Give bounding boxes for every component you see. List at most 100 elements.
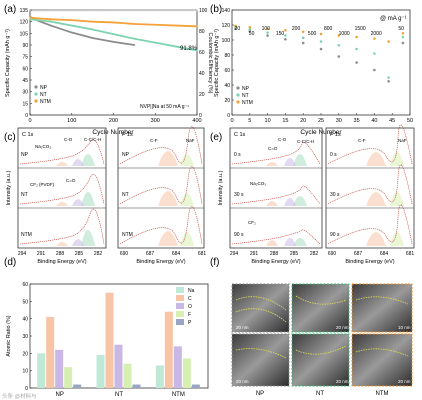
b-xtick-label-8: 40 <box>371 118 377 124</box>
panel-d-ylabel: Atomic Ratio (%) <box>6 315 12 356</box>
b-point-NTM-1 <box>248 25 252 29</box>
tem-image-np-top <box>231 283 290 333</box>
c-envelope-0 <box>19 139 105 165</box>
c-envelope-5 <box>119 206 203 245</box>
a-y2tick-label-0: 0 <box>199 113 202 119</box>
a-ytick-label-6: 90 <box>22 43 28 49</box>
d-legend-swatch-Na <box>176 287 184 293</box>
b-point-NTM-9 <box>387 40 390 43</box>
a-legend-label-NTM: NTM <box>40 99 51 105</box>
a-point-NP-2 <box>49 24 52 27</box>
b-rate-label-7: 1000 <box>339 31 350 37</box>
panel-a-chart: 0 100 200 300 400015304560759010512013502040… <box>5 8 213 136</box>
d-ytick-label-3: 30 <box>22 334 28 340</box>
c-f1s-tick-2: 684 <box>172 251 181 257</box>
c-peak-0-2 <box>56 162 68 166</box>
tem-image-nt-top <box>291 283 350 333</box>
e-c1s-tick-2: 288 <box>270 251 279 257</box>
panel-c-xps: C 1s F 1s NP NT NTM NP NT NTM Na₂CO₃ C-O… <box>6 126 206 265</box>
b-ytick-label-5: 100 <box>222 38 231 44</box>
b-rate-label-2: 100 <box>262 26 271 32</box>
c-peak-0-1 <box>72 159 84 166</box>
panel-c-label-na2co3: Na₂CO₃ <box>35 144 51 149</box>
d-category-NT: NT <box>115 392 123 398</box>
a-xtick-label-1: 100 <box>67 118 76 124</box>
d-legend-swatch-C <box>176 295 184 301</box>
c-peak-2-2 <box>56 202 68 206</box>
panel-c-c1s-title: C 1s <box>22 132 34 138</box>
b-point-NTM-7 <box>355 35 358 39</box>
e-peak-2-0 <box>293 196 307 206</box>
panel-a-ylabel: Specific Capacity (mAh g⁻¹) <box>5 29 11 97</box>
panel-c-f1s-xlabel: Binding Energy (eV) <box>136 259 185 265</box>
panel-e-label-cc: C-C/C-H <box>297 139 314 144</box>
tem-scale-5: 20 nm <box>336 379 349 384</box>
d-bar-NT-O <box>114 344 123 388</box>
panel-e-ylabel: Intensity (a.u.) <box>218 170 224 205</box>
panel-c-label-cf: C-F <box>150 138 158 143</box>
e-f1s-tick-0: 690 <box>328 251 337 257</box>
tem-caption-ntm: NTM <box>376 391 389 397</box>
a-point-NT-1 <box>49 20 52 23</box>
panel-e-label-naf: NaF <box>398 138 407 143</box>
a-y2tick-label-2: 40 <box>199 71 205 77</box>
b-ytick-label-3: 60 <box>224 68 230 74</box>
a-point-NTM-7 <box>175 24 178 27</box>
e-peak-0-0 <box>293 154 307 166</box>
panel-e-f1s-xlabel: Binding Energy (eV) <box>345 259 394 265</box>
e-c1s-tick-4: 282 <box>310 251 319 257</box>
c-peak-2-0 <box>81 192 95 206</box>
d-ytick-label-2: 20 <box>22 351 28 357</box>
b-point-NT-4 <box>301 36 305 40</box>
panel-e-label-c=o: C=O <box>268 146 278 151</box>
e-peak-3-0 <box>366 192 386 206</box>
d-bar-NP-P <box>73 384 82 388</box>
e-f1s-tick-2: 684 <box>380 251 389 257</box>
tem-scale-4: 20 nm <box>236 379 249 384</box>
a-xtick-label-2: 200 <box>109 118 118 124</box>
a-point-NT-2 <box>70 24 73 27</box>
e-peak-4-1 <box>284 238 296 246</box>
d-legend-label-C: C <box>188 296 192 302</box>
b-ytick-label-6: 120 <box>222 23 231 29</box>
e-peak-4-2 <box>266 240 278 246</box>
a-point-NP-4 <box>91 37 94 39</box>
d-bar-NTM-Na <box>155 365 164 388</box>
panel-a-y2label: Coulombic Efficiency (%) <box>207 32 213 93</box>
b-rate-label-1: 50 <box>249 31 255 37</box>
e-peak-3-1 <box>390 192 404 206</box>
c-peak-2-1 <box>72 199 84 206</box>
panel-e-c1s-frame <box>229 127 323 249</box>
e-peak-1-0 <box>366 152 386 166</box>
a-y2tick-label-5: 100 <box>199 8 208 14</box>
d-ytick-label-6: 60 <box>22 282 28 288</box>
e-envelope-0 <box>231 141 321 165</box>
panel-c-ylabel: Intensity (a.u.) <box>6 170 12 205</box>
panel-e-f-row-0s: 0 s <box>330 152 337 158</box>
b-rate-label-3: 150 <box>276 31 285 37</box>
c-peak-0-0 <box>81 154 95 166</box>
panel-e-f-row-30s: 30 s <box>330 192 340 198</box>
b-point-NT-8 <box>373 52 376 55</box>
d-bar-NP-O <box>55 349 64 388</box>
a-point-NP-6 <box>133 44 136 46</box>
panel-c-label-cf2: CF₂ (PVDF) <box>30 182 54 187</box>
d-legend-label-O: O <box>188 304 192 310</box>
a-point-NT-7 <box>175 45 178 48</box>
panel-c-c1s-xlabel: Binding Energy (eV) <box>37 259 86 265</box>
panel-c-label-co: C-O <box>64 137 73 142</box>
b-point-NT-5 <box>319 40 323 43</box>
c-peak-5-0 <box>158 231 178 246</box>
d-bar-NP-F <box>64 367 73 388</box>
d-bar-NT-F <box>123 363 132 388</box>
b-xtick-label-10: 50 <box>407 118 413 124</box>
b-point-NTM-3 <box>284 28 287 32</box>
e-peak-0-2 <box>266 162 278 166</box>
panel-c-row-ntm: NTM <box>21 232 32 238</box>
b-point-NT-10 <box>401 35 405 39</box>
a-point-NTM-3 <box>91 20 94 23</box>
b-rate-label-5: 500 <box>308 31 317 37</box>
b-rate-label-9: 2000 <box>371 31 382 37</box>
b-point-NTM-10 <box>401 31 405 35</box>
panel-e-c1s-xlabel: Binding Energy (eV) <box>251 259 300 265</box>
